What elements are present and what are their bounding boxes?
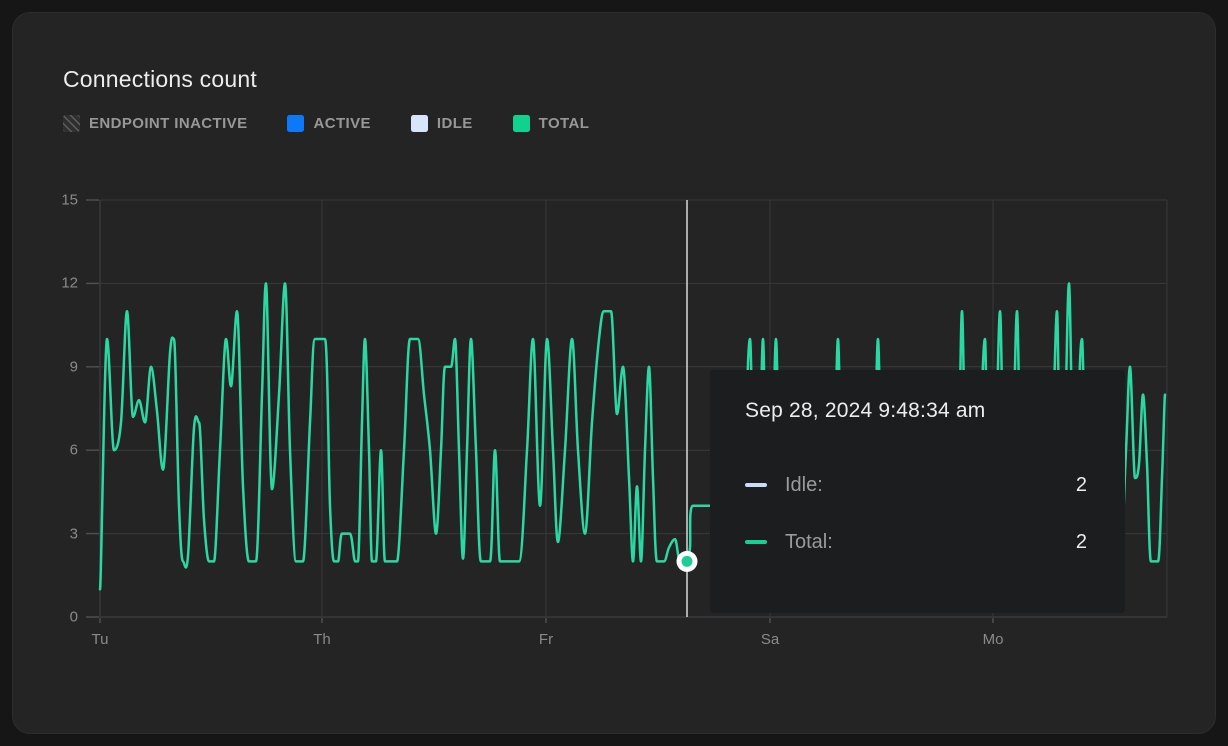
total-dash-icon: [745, 540, 767, 544]
y-axis-label: 6: [69, 441, 78, 459]
hover-marker: [681, 555, 693, 567]
tooltip-label: Total:: [785, 530, 833, 553]
x-axis-label: Mo: [982, 631, 1004, 648]
y-axis-label: 3: [69, 525, 78, 543]
legend-item-idle[interactable]: IDLE: [410, 115, 473, 132]
x-axis-label: Th: [313, 631, 331, 648]
y-axis-label: 9: [69, 358, 78, 376]
chart-legend: ENDPOINT INACTIVE ACTIVE IDLE TOTAL: [63, 115, 589, 132]
y-axis-label: 12: [61, 274, 78, 292]
legend-item-endpoint-inactive[interactable]: ENDPOINT INACTIVE: [63, 115, 247, 132]
tooltip-row-total: Total: 2: [745, 527, 1087, 557]
page-title: Connections count: [63, 66, 257, 92]
tooltip-value: 2: [1075, 473, 1087, 496]
legend-label: ACTIVE: [313, 115, 371, 132]
legend-item-active[interactable]: ACTIVE: [287, 115, 370, 132]
legend-label: ENDPOINT INACTIVE: [89, 115, 248, 132]
endpoint-inactive-swatch-icon: [63, 115, 80, 132]
x-axis-label: Tu: [91, 631, 109, 648]
total-swatch-icon: [512, 115, 530, 132]
x-axis-label: Fr: [538, 631, 554, 648]
legend-item-total[interactable]: TOTAL: [512, 115, 590, 132]
idle-dash-icon: [745, 483, 767, 487]
idle-swatch-icon: [410, 115, 428, 132]
tooltip-label: Idle:: [785, 473, 823, 496]
tooltip-value: 2: [1075, 530, 1087, 553]
y-axis-label: 0: [69, 608, 78, 626]
active-swatch-icon: [287, 115, 305, 132]
y-axis-label: 15: [61, 191, 78, 209]
tooltip-row-idle: Idle: 2: [745, 470, 1087, 500]
tooltip-timestamp: Sep 28, 2024 9:48:34 am: [745, 399, 986, 422]
chart-tooltip: Sep 28, 2024 9:48:34 am Idle: 2 Total: 2: [710, 370, 1125, 613]
x-axis-label: Sa: [760, 631, 780, 648]
legend-label: IDLE: [436, 115, 473, 132]
legend-label: TOTAL: [538, 115, 590, 132]
